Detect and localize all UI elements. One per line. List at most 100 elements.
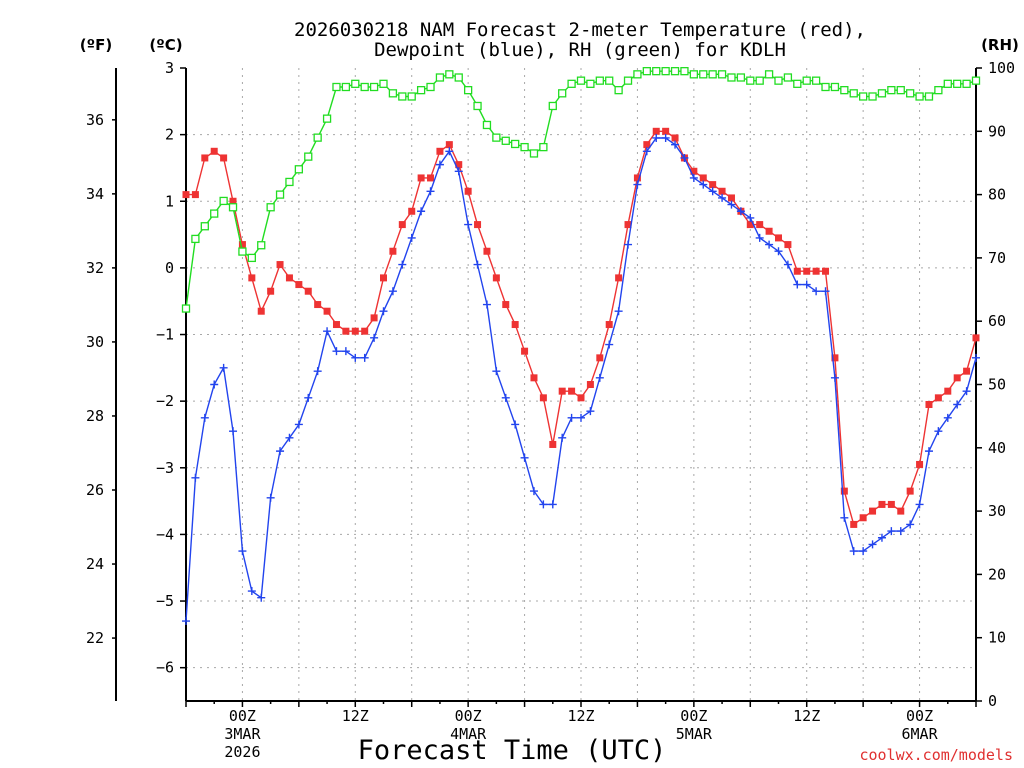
dewpoint-point [727,200,736,209]
temperature-point [295,281,303,289]
temperature-point [464,187,472,195]
celsius-tick-label: 3 [165,59,174,77]
temperature-point [417,174,425,182]
dewpoint-point [454,167,463,176]
dewpoint-point [812,287,821,296]
rh-point [670,67,680,76]
temperature-point [229,197,237,205]
chart-title-line1: 2026030218 NAM Forecast 2-meter Temperat… [294,19,866,41]
dewpoint-point [774,247,783,256]
rh-tick-label: 80 [988,186,1006,204]
temperature-point [267,287,275,295]
rh-point [877,89,887,98]
celsius-tick-label: −2 [156,392,174,410]
rh-point [454,73,463,82]
rh-point [492,133,501,142]
dewpoint-line [185,137,977,622]
dewpoint-point [868,540,877,549]
dewpoint-point [614,307,623,316]
rh-point [953,79,962,88]
dewpoint-point [323,327,332,336]
rh-point [971,76,981,85]
dewpoint-point [934,427,943,436]
plot-series [181,67,981,626]
rh-point [435,73,445,82]
rh-point [586,79,595,88]
rh-point [934,86,943,95]
rh-point [332,82,341,92]
rh-point [849,89,858,98]
rh-point [398,92,407,101]
dewpoint-point [699,180,708,189]
temperature-point [596,354,604,362]
dewpoint-point [276,447,285,456]
rh-point [689,70,699,79]
dewpoint-point [567,413,576,422]
temperature-point [793,267,801,275]
dewpoint-point [972,353,980,362]
dewpoint-point [210,380,219,389]
rh-point [351,79,360,88]
dewpoint-point [849,547,858,556]
rh-point [858,92,868,101]
dewpoint-point [736,207,745,216]
rh-point [445,70,454,79]
dewpoint-point [671,140,680,149]
tick-labels: 3210−1−2−3−4−5−6363432302826242210090807… [86,59,1015,761]
rh-point [896,86,905,95]
rh-tick-label: 20 [988,565,1006,583]
dewpoint-point [539,500,548,509]
dewpoint-point [191,473,200,482]
rh-point [915,92,924,101]
dewpoint-point [482,300,491,309]
celsius-tick-label: −5 [156,592,174,610]
rh-point [200,222,209,231]
rh-point [539,142,548,152]
dewpoint-point [247,587,256,596]
x-tick-label: 5MAR [676,725,713,743]
temperature-point [803,267,811,275]
dewpoint-point [783,260,792,269]
temperature-point [897,507,905,515]
rh-point [388,89,398,98]
fahrenheit-tick-label: 24 [86,555,104,573]
axes [112,67,982,707]
temperature-point [643,141,651,149]
dewpoint-point [257,593,266,602]
rh-point [191,234,200,244]
celsius-tick-label: −6 [156,659,174,677]
temperature-point [944,387,952,395]
dewpoint-point [689,173,698,182]
temperature-point [257,307,265,315]
rh-point [294,165,304,174]
dewpoint-point [915,500,924,509]
temperature-point [605,321,613,329]
dewpoint-point [962,387,971,396]
temperature-point [934,394,942,402]
rh-point [416,86,426,95]
temperature-point [210,147,218,155]
rh-point [463,86,473,95]
temperature-point [671,134,679,142]
dewpoint-point [652,133,661,142]
temperature-point [784,241,792,249]
dewpoint-point [708,187,717,196]
x-tick-label: 12Z [793,707,820,725]
rh-point [727,73,736,82]
temperature-point [445,141,453,149]
temperature-point [953,374,961,382]
temperature-point [869,507,877,515]
rh-point [482,120,492,130]
rh-point [633,70,642,79]
rh-point [708,70,717,79]
dewpoint-point [511,420,520,429]
temperature-point [709,181,717,189]
dewpoint-point [548,500,557,509]
rh-point [257,241,266,250]
rh-point [341,82,351,92]
dewpoint-point [473,260,482,269]
source-credit: coolwx.com/models [859,746,1013,764]
x-tick-label: 00Z [906,707,933,725]
temperature-point [718,187,726,195]
